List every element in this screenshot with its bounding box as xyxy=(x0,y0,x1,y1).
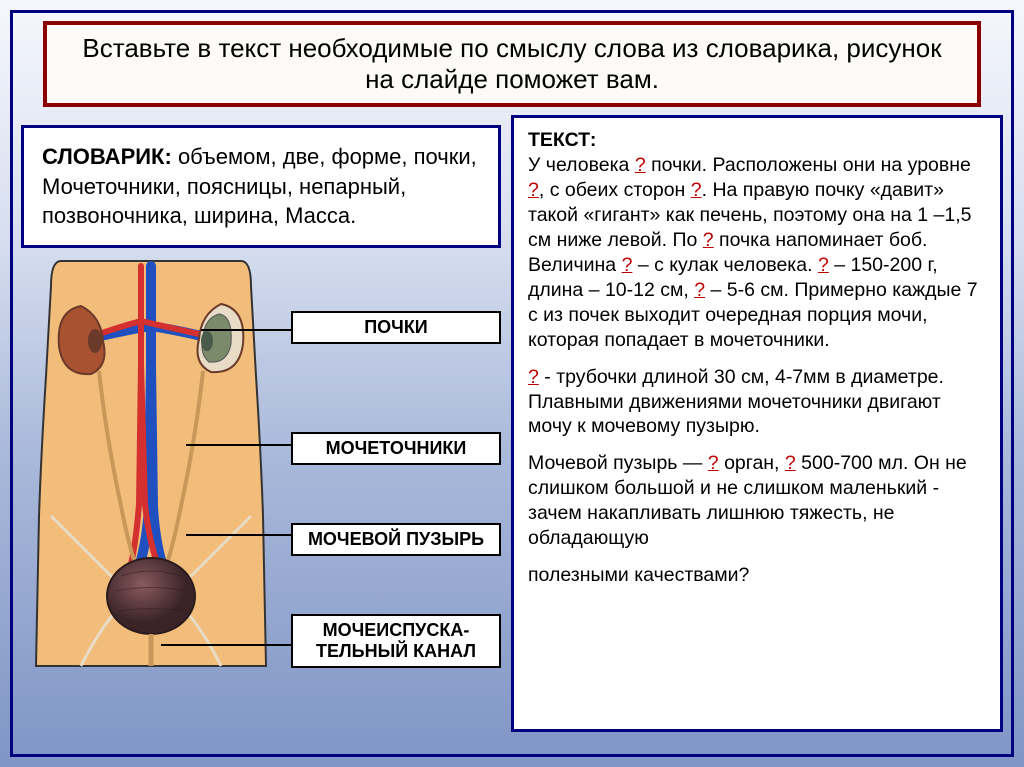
blank: ? xyxy=(694,279,705,301)
content-area: СЛОВАРИК: объемом, две, форме, почки, Мо… xyxy=(13,115,1011,740)
text-para-3: Мочевой пузырь — ? орган, ? 500-700 мл. … xyxy=(528,451,986,551)
title-text: Вставьте в текст необходимые по смыслу с… xyxy=(82,33,941,94)
label-kidneys: ПОЧКИ xyxy=(291,311,501,344)
text-label: ТЕКСТ: xyxy=(528,129,596,151)
t: почки. Расположены они на уровне xyxy=(646,154,971,176)
t: - трубочки длиной 30 см, 4-7мм в диаметр… xyxy=(528,366,944,438)
pointer-line xyxy=(161,644,291,646)
label-bladder: МОЧЕВОЙ ПУЗЫРЬ xyxy=(291,523,501,556)
t: – с кулак человека. xyxy=(632,254,818,276)
title-box: Вставьте в текст необходимые по смыслу с… xyxy=(43,21,981,107)
t: У человека xyxy=(528,154,635,176)
blank: ? xyxy=(528,366,539,388)
pointer-line xyxy=(201,329,291,331)
blank: ? xyxy=(528,179,539,201)
text-panel: ТЕКСТ: У человека ? почки. Расположены о… xyxy=(511,115,1003,732)
blank: ? xyxy=(785,452,796,474)
dictionary-box: СЛОВАРИК: объемом, две, форме, почки, Мо… xyxy=(21,125,501,248)
t: Мочевой пузырь — xyxy=(528,452,708,474)
t: , с обеих сторон xyxy=(539,179,691,201)
blank: ? xyxy=(635,154,646,176)
label-ureters: МОЧЕТОЧНИКИ xyxy=(291,432,501,465)
blank: ? xyxy=(703,229,714,251)
anatomy-diagram: ПОЧКИ МОЧЕТОЧНИКИ МОЧЕВОЙ ПУЗЫРЬ МОЧЕИСП… xyxy=(21,256,501,732)
text-para-2: ? - трубочки длиной 30 см, 4-7мм в диаме… xyxy=(528,365,986,440)
pointer-line xyxy=(186,534,291,536)
dictionary-label: СЛОВАРИК: xyxy=(42,144,172,169)
blank: ? xyxy=(691,179,702,201)
slide-frame: Вставьте в текст необходимые по смыслу с… xyxy=(10,10,1014,757)
blank: ? xyxy=(622,254,633,276)
text-para-1: ТЕКСТ: У человека ? почки. Расположены о… xyxy=(528,128,986,353)
left-column: СЛОВАРИК: объемом, две, форме, почки, Мо… xyxy=(21,115,501,732)
blank: ? xyxy=(708,452,719,474)
label-stack: ПОЧКИ МОЧЕТОЧНИКИ МОЧЕВОЙ ПУЗЫРЬ МОЧЕИСП… xyxy=(291,311,501,668)
t: орган, xyxy=(719,452,785,474)
anatomy-svg xyxy=(21,256,281,676)
pointer-line xyxy=(186,444,291,446)
text-para-4: полезными качествами? xyxy=(528,563,986,588)
blank: ? xyxy=(818,254,829,276)
label-urethra: МОЧЕИСПУСКА-ТЕЛЬНЫЙ КАНАЛ xyxy=(291,614,501,668)
